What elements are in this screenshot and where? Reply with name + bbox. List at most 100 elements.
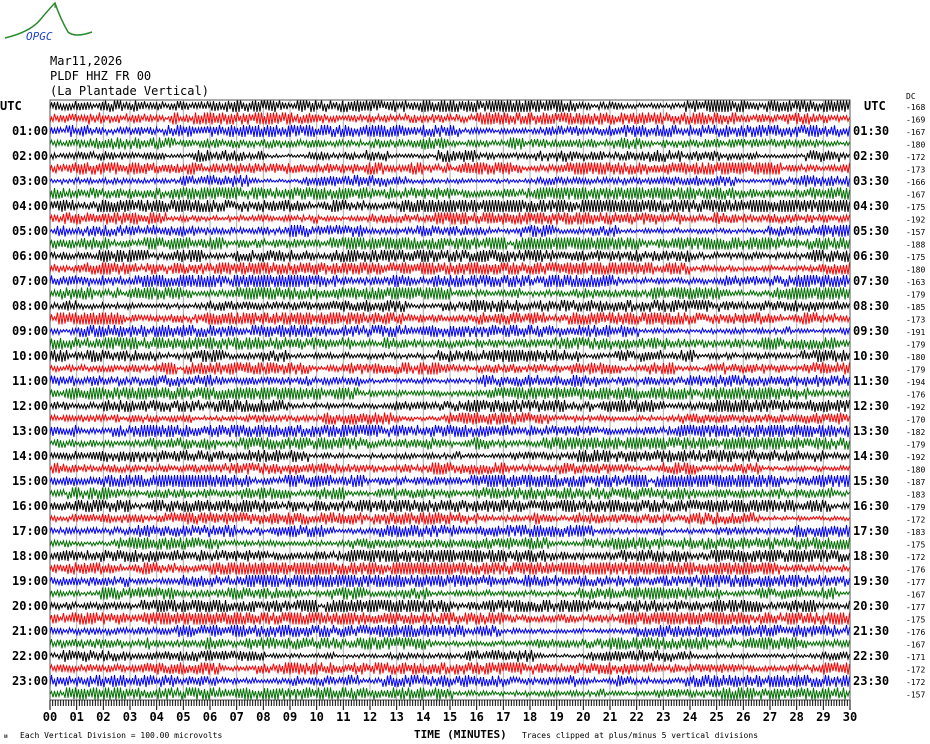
x-tick-label: 19 [549, 710, 563, 724]
right-hour-label: 17:30 [853, 524, 889, 538]
x-tick-label: 11 [336, 710, 350, 724]
trace-43 [49, 637, 850, 650]
dc-offset: -179 [906, 291, 925, 300]
x-tick-label: 22 [629, 710, 643, 724]
x-tick-label: 27 [763, 710, 777, 724]
corner-mark: ᴍ [4, 733, 8, 740]
trace-46 [49, 674, 850, 688]
right-hour-label: 15:30 [853, 474, 889, 488]
dc-offset: -187 [906, 478, 925, 487]
trace-1 [49, 112, 850, 125]
trace-30 [49, 474, 850, 488]
right-hour-label: 21:30 [853, 624, 889, 638]
left-hour-label: 05:00 [12, 224, 48, 238]
right-hour-label: 19:30 [853, 574, 889, 588]
left-hour-label: 20:00 [12, 599, 48, 613]
left-hour-label: 16:00 [12, 499, 48, 513]
opgc-logo: OPGC [4, 1, 93, 42]
left-hour-label: 15:00 [12, 474, 48, 488]
left-hour-label: 11:00 [12, 374, 48, 388]
dc-offset: -188 [906, 241, 925, 250]
dc-offset: -176 [906, 566, 925, 575]
dc-offset: -182 [906, 428, 925, 437]
logo-text: OPGC [26, 30, 53, 42]
trace-36 [49, 549, 850, 563]
x-tick-label: 06 [203, 710, 217, 724]
trace-13 [49, 262, 850, 275]
dc-offset: -167 [906, 128, 925, 137]
dc-offset: -175 [906, 253, 925, 262]
trace-42 [49, 624, 850, 638]
dc-offset: -179 [906, 341, 925, 350]
trace-9 [49, 212, 850, 225]
right-hour-label: 06:30 [853, 249, 889, 263]
left-hour-label: 22:00 [12, 649, 48, 663]
x-tick-label: 15 [443, 710, 457, 724]
dc-offset: -177 [906, 578, 925, 587]
left-hour-label: 01:00 [12, 124, 48, 138]
x-tick-label: 24 [683, 710, 697, 724]
trace-47 [49, 687, 850, 700]
left-hour-label: 08:00 [12, 299, 48, 313]
dc-offset: -169 [906, 116, 925, 125]
dc-offset: -172 [906, 666, 925, 675]
dc-offset: -167 [906, 191, 925, 200]
station-label: PLDF HHZ FR 00 [50, 69, 152, 83]
trace-29 [49, 462, 850, 475]
trace-40 [49, 599, 850, 613]
dc-offset: -175 [906, 616, 925, 625]
right-hour-label: 10:30 [853, 349, 889, 363]
left-hour-label: 13:00 [12, 424, 48, 438]
trace-37 [49, 562, 850, 575]
dc-offset: -166 [906, 178, 925, 187]
x-tick-label: 26 [736, 710, 750, 724]
dc-label: DC [906, 92, 916, 101]
date-label: Mar11,2026 [50, 54, 123, 68]
x-tick-label: 14 [416, 710, 430, 724]
dc-offset: -167 [906, 591, 925, 600]
trace-22 [49, 374, 850, 388]
trace-23 [49, 387, 850, 400]
x-tick-label: 00 [43, 710, 57, 724]
trace-7 [49, 187, 850, 200]
trace-28 [49, 449, 850, 463]
x-tick-label: 05 [176, 710, 190, 724]
left-hour-label: 06:00 [12, 249, 48, 263]
left-hour-label: 23:00 [12, 674, 48, 688]
x-tick-label: 10 [309, 710, 323, 724]
dc-offset: -157 [906, 691, 925, 700]
left-axis-title: UTC [0, 99, 22, 113]
dc-offset: -180 [906, 353, 925, 362]
left-hour-label: 04:00 [12, 199, 48, 213]
trace-25 [49, 412, 850, 425]
trace-45 [49, 662, 850, 675]
dc-offset: -176 [906, 628, 925, 637]
dc-offset: -172 [906, 153, 925, 162]
trace-12 [49, 249, 850, 263]
dc-offset: -183 [906, 491, 925, 500]
trace-19 [49, 337, 850, 350]
x-tick-label: 07 [229, 710, 243, 724]
x-tick-label: 25 [709, 710, 723, 724]
trace-16 [49, 299, 850, 313]
dc-offset: -179 [906, 441, 925, 450]
right-hour-label: 22:30 [853, 649, 889, 663]
trace-17 [49, 312, 850, 325]
trace-4 [49, 149, 850, 163]
trace-5 [49, 162, 850, 175]
dc-offset: -183 [906, 528, 925, 537]
trace-10 [49, 224, 850, 238]
x-tick-label: 18 [523, 710, 537, 724]
dc-offset: -167 [906, 641, 925, 650]
trace-27 [49, 437, 850, 450]
trace-8 [49, 199, 850, 213]
dc-offset: -173 [906, 166, 925, 175]
trace-35 [49, 537, 850, 550]
dc-offset: -185 [906, 303, 925, 312]
left-hour-label: 10:00 [12, 349, 48, 363]
scale-note: Each Vertical Division = 100.00 microvol… [20, 731, 222, 740]
x-tick-label: 02 [96, 710, 110, 724]
dc-offset: -176 [906, 391, 925, 400]
right-hour-label: 09:30 [853, 324, 889, 338]
